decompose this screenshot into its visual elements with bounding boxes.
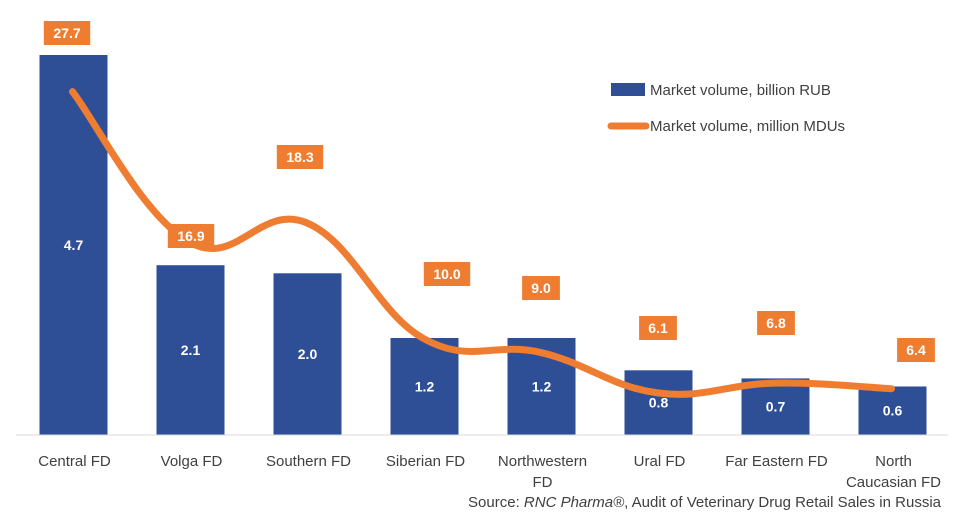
x-tick-label: Central FD [38, 453, 111, 470]
bar-value-label: 4.7 [64, 237, 84, 253]
bar-value-label: 2.0 [298, 346, 318, 362]
bar-value-label: 2.1 [181, 342, 201, 358]
bar-value-label: 0.8 [649, 395, 669, 411]
x-tick-label: Volga FD [161, 453, 223, 470]
bar-value-label: 1.2 [415, 378, 435, 394]
line-value-label: 10.0 [433, 266, 460, 282]
line-value-label-box [276, 145, 324, 169]
bar-series [39, 55, 927, 435]
line-value-label: 18.3 [286, 149, 313, 165]
line-value-label-box [522, 276, 560, 300]
source-note: Source: RNC Pharma®, Audit of Veterinary… [468, 494, 941, 511]
legend-label-line: Market volume, million MDUs [650, 118, 845, 135]
x-tick-label: Far Eastern FD [725, 453, 828, 470]
line-value-label-box [897, 338, 935, 362]
bar-value-label: 0.6 [883, 403, 903, 419]
x-axis-tick-labels: Central FD Volga FD Southern FD Siberian FD… [38, 453, 941, 491]
line-value-label: 6.4 [906, 342, 926, 358]
line-value-label-box [43, 21, 91, 45]
line-value-label: 16.9 [177, 228, 204, 244]
line-value-label-box [167, 224, 215, 248]
bar [273, 273, 342, 435]
line-value-label: 6.8 [766, 315, 786, 331]
legend: Market volume, billion RUB Market volume… [607, 82, 845, 135]
source-brand: RNC Pharma® [523, 494, 625, 511]
source-prefix: Source: [468, 494, 524, 511]
line-value-label-box [639, 316, 677, 340]
bar [39, 55, 108, 435]
bar-value-label: 1.2 [532, 378, 552, 394]
source-suffix: , Audit of Veterinary Drug Retail Sales … [624, 494, 941, 511]
legend-label-bar: Market volume, billion RUB [650, 82, 831, 99]
x-tick-label: North [875, 453, 912, 470]
bar-value-label: 0.7 [766, 399, 786, 415]
bar-data-labels: 4.7 2.1 2.0 1.2 1.2 0.8 0.7 0.6 [64, 237, 903, 419]
x-tick-label: Siberian FD [386, 453, 465, 470]
legend-swatch-bar [611, 83, 645, 96]
bar [624, 370, 693, 435]
line-value-label: 9.0 [531, 280, 551, 296]
x-tick-label: Southern FD [266, 453, 351, 470]
bar [858, 386, 927, 435]
bar [390, 337, 459, 435]
x-tick-label: Caucasian FD [846, 474, 941, 491]
x-tick-label: Ural FD [634, 453, 686, 470]
line-data-labels: 27.7 16.9 18.3 10.0 9.0 6.1 6.8 6.4 [43, 21, 935, 362]
line-value-label: 6.1 [648, 320, 668, 336]
line-value-label-box [757, 311, 795, 335]
x-tick-label: Northwestern [498, 453, 587, 470]
line-value-label-box [423, 262, 471, 286]
line-value-label: 27.7 [53, 25, 80, 41]
x-tick-label: FD [533, 474, 553, 491]
bar [156, 265, 225, 435]
